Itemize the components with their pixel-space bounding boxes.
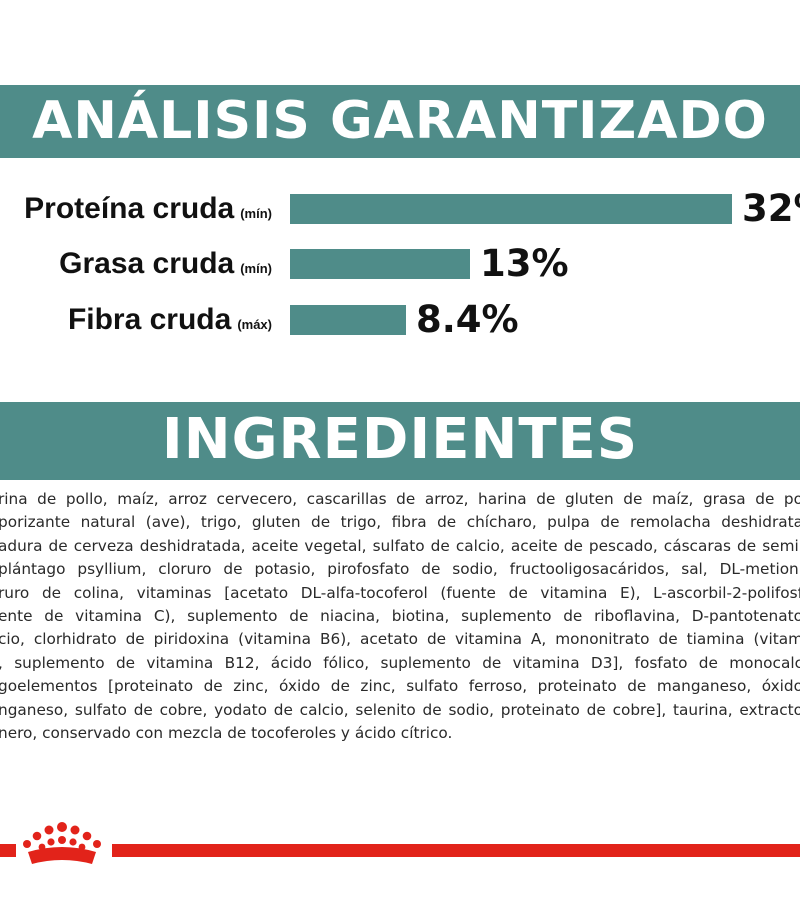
ingredients-line: cio, clorhidrato de piridoxina (vitamina…	[0, 630, 800, 649]
ingredients-line: nero, conservado con mezcla de tocoferol…	[0, 724, 453, 743]
ingredients-line: porizante natural (ave), trigo, gluten d…	[0, 513, 800, 532]
ingredients-line: nganeso, sulfato de cobre, yodato de cal…	[0, 700, 800, 719]
protein-bar	[290, 194, 732, 224]
footer-line-left	[0, 844, 16, 857]
ingredients-text: rina de pollo, maíz, arroz cervecero, ca…	[0, 488, 800, 748]
ingredients-line: plántago psyllium, cloruro de potasio, p…	[0, 560, 800, 579]
ingredients-line: goelementos [proteinato de zinc, óxido d…	[0, 677, 800, 696]
ingredients-line: , suplemento de vitamina B12, ácido fóli…	[0, 653, 800, 672]
fiber-label: Fibra cruda	[67, 303, 232, 336]
analysis-title: ANÁLISIS GARANTIZADO	[32, 91, 768, 151]
ingredients-line: rina de pollo, maíz, arroz cervecero, ca…	[0, 490, 800, 508]
protein-qualifier: (mín)	[240, 206, 272, 221]
fat-label-wrap: Grasa cruda (mín)	[0, 244, 272, 284]
fat-qualifier: (mín)	[240, 261, 272, 276]
fiber-value: 8.4%	[416, 298, 519, 341]
fiber-bar	[290, 305, 406, 335]
fat-bar	[290, 249, 470, 279]
ingredients-line: adura de cerveza deshidratada, aceite ve…	[0, 536, 800, 555]
protein-label-wrap: Proteína cruda (mín)	[0, 189, 272, 229]
royal-canin-crown-icon	[23, 822, 101, 864]
protein-label: Proteína cruda	[24, 192, 235, 225]
fat-label: Grasa cruda	[59, 247, 235, 280]
analysis-header-band: ANÁLISIS GARANTIZADO	[0, 85, 800, 158]
fiber-label-wrap: Fibra cruda (máx)	[0, 300, 272, 340]
fat-value: 13%	[480, 242, 569, 285]
fiber-qualifier: (máx)	[237, 317, 272, 332]
ingredients-line: ruro de colina, vitaminas [acetato DL-al…	[0, 583, 800, 602]
protein-value: 32%	[742, 187, 800, 230]
ingredients-title: INGREDIENTES	[161, 407, 639, 472]
footer-line-right	[112, 844, 800, 857]
ingredients-header-band: INGREDIENTES	[0, 402, 800, 480]
ingredients-line: ente de vitamina C), suplemento de niaci…	[0, 607, 800, 626]
